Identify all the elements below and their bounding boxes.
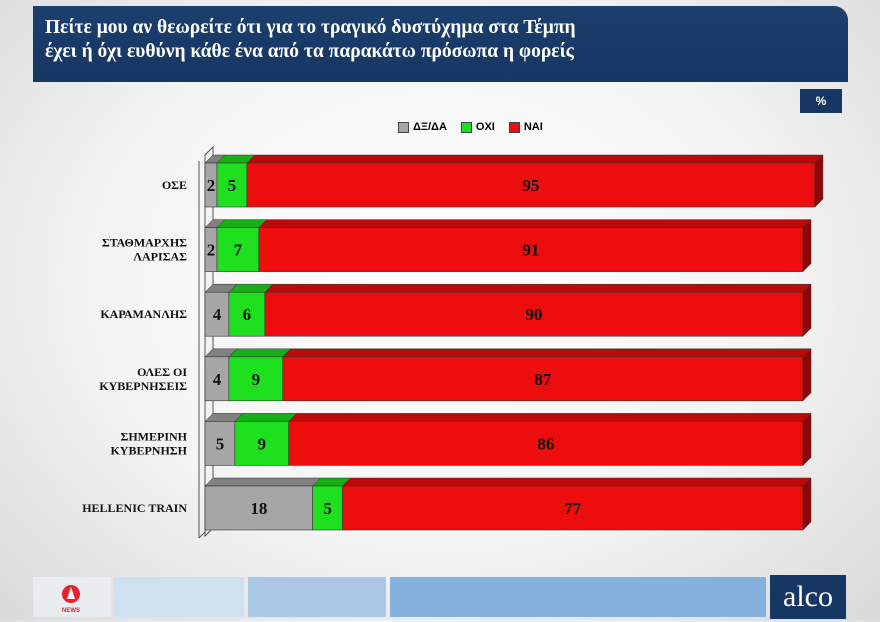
bar-side <box>802 477 812 531</box>
category-label: HELLENIC TRAIN <box>82 501 187 515</box>
bar-segment <box>264 291 804 337</box>
data-label: 9 <box>258 434 267 453</box>
news-logo-icon: NEWS <box>62 585 80 614</box>
bar-segment-top <box>264 283 812 293</box>
bar-segment <box>246 162 816 208</box>
bar-segment <box>312 485 343 531</box>
title-line-2: έχει ή όχι ευθύνη κάθε ένα από τα παρακά… <box>45 41 574 62</box>
category-axis-foot <box>198 531 206 539</box>
category-label: ΚΥΒΕΡΝΗΣΕΙΣ <box>99 379 187 393</box>
bar-segment <box>204 421 236 466</box>
header-banner: Πείτε μου αν θεωρείτε ότι για το τραγικό… <box>33 6 848 82</box>
bar-side <box>802 412 812 467</box>
footer-bar-3 <box>390 577 766 617</box>
bar-segment <box>342 485 804 531</box>
title-line-1: Πείτε μου αν θεωρείτε ότι για το τραγικό… <box>45 17 576 38</box>
bar-segment-top <box>258 219 812 228</box>
news-logo-text: NEWS <box>62 608 80 614</box>
data-label: 2 <box>207 176 216 195</box>
bar-segment-top <box>228 348 292 358</box>
legend-label-no: ΟΧΙ <box>475 121 495 133</box>
legend-swatch-yes <box>508 121 520 133</box>
bar-segment <box>216 162 248 208</box>
bar-segment <box>234 421 290 466</box>
bar-segment <box>288 421 804 466</box>
data-label: 91 <box>522 241 539 260</box>
data-label: 9 <box>252 370 261 389</box>
bar-segment <box>204 485 313 531</box>
bar-segment-top <box>204 477 322 487</box>
legend-item-dk: ΔΞ/ΔΑ <box>398 121 447 133</box>
chart-title: Πείτε μου αν θεωρείτε ότι για το τραγικό… <box>45 16 835 64</box>
data-label: 90 <box>525 305 542 324</box>
legend-swatch-no <box>460 121 472 133</box>
legend-item-no: ΟΧΙ <box>460 121 495 133</box>
legend-label-yes: ΝΑΙ <box>523 121 543 133</box>
category-label: ΟΛΕΣ ΟΙ <box>137 365 187 379</box>
category-label: ΚΥΒΕΡΝΗΣΗ <box>110 443 187 457</box>
bar-segment <box>258 227 804 272</box>
data-label: 5 <box>216 434 225 453</box>
footer-bar-1 <box>114 577 244 617</box>
bar-side <box>802 283 812 337</box>
bar-segment-top <box>216 219 268 228</box>
data-label: 87 <box>534 370 552 389</box>
footer-bar-2 <box>248 577 386 617</box>
bar-segment-top <box>288 413 812 422</box>
data-label: 18 <box>250 499 267 518</box>
bar-segment <box>228 291 266 337</box>
category-label: ΣΗΜΕΡΙΝΗ <box>120 429 187 443</box>
data-label: 77 <box>564 499 582 518</box>
data-label: 5 <box>323 499 332 518</box>
data-label: 95 <box>522 176 539 195</box>
data-label: 4 <box>213 370 222 389</box>
bar-side <box>802 348 812 402</box>
legend-swatch-dk <box>398 121 409 133</box>
data-label: 5 <box>228 176 237 195</box>
bar-segment-top <box>234 413 298 422</box>
alco-logo: alco <box>770 575 846 619</box>
bar-segment <box>282 356 804 402</box>
category-label: ΚΑΡΑΜΑΝΛΗΣ <box>100 307 187 321</box>
legend-item-yes: ΝΑΙ <box>508 121 543 133</box>
bar-segment-top <box>246 154 824 164</box>
category-label: ΣΤΑΘΜΑΡΧΗΣ <box>102 236 187 250</box>
data-label: 4 <box>213 305 222 324</box>
bar-side <box>802 218 812 273</box>
category-label: ΟΣΕ <box>162 178 187 192</box>
data-label: 6 <box>243 305 252 324</box>
data-label: 2 <box>207 241 216 260</box>
unit-badge: % <box>800 89 842 113</box>
data-label: 7 <box>234 241 243 260</box>
category-label: ΛΑΡΙΣΑΣ <box>133 250 187 264</box>
bar-segment <box>216 227 260 272</box>
legend-label-dk: ΔΞ/ΔΑ <box>413 121 447 133</box>
bar-segment-top <box>341 477 812 487</box>
data-label: 86 <box>537 434 554 453</box>
bar-side <box>814 154 824 208</box>
chart-legend: ΔΞ/ΔΑ ΟΧΙ ΝΑΙ <box>398 119 543 135</box>
bar-segment-top <box>282 348 812 358</box>
news-channel-logo: NEWS <box>33 577 111 617</box>
